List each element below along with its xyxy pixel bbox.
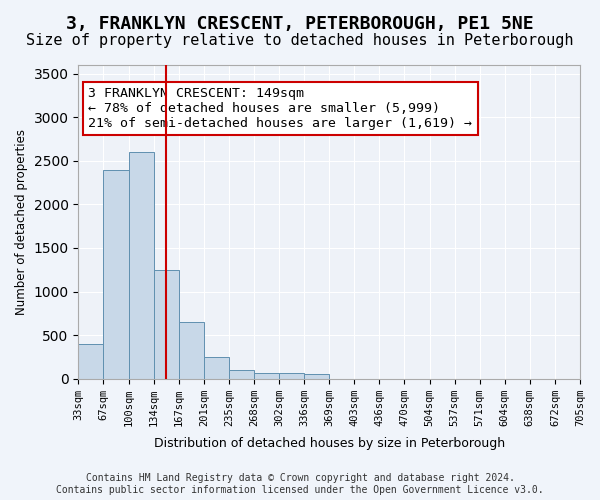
X-axis label: Distribution of detached houses by size in Peterborough: Distribution of detached houses by size … — [154, 437, 505, 450]
Bar — [304, 374, 329, 378]
Bar — [229, 370, 254, 378]
Text: Contains HM Land Registry data © Crown copyright and database right 2024.
Contai: Contains HM Land Registry data © Crown c… — [56, 474, 544, 495]
Bar — [154, 270, 179, 378]
Bar — [79, 344, 103, 378]
Bar — [254, 373, 279, 378]
Y-axis label: Number of detached properties: Number of detached properties — [15, 129, 28, 315]
Bar — [179, 322, 204, 378]
Text: 3, FRANKLYN CRESCENT, PETERBOROUGH, PE1 5NE: 3, FRANKLYN CRESCENT, PETERBOROUGH, PE1 … — [66, 15, 534, 33]
Text: 3 FRANKLYN CRESCENT: 149sqm
← 78% of detached houses are smaller (5,999)
21% of : 3 FRANKLYN CRESCENT: 149sqm ← 78% of det… — [88, 87, 472, 130]
Bar — [103, 170, 128, 378]
Bar — [279, 374, 304, 378]
Bar — [204, 357, 229, 378]
Bar — [128, 152, 154, 378]
Text: Size of property relative to detached houses in Peterborough: Size of property relative to detached ho… — [26, 32, 574, 48]
